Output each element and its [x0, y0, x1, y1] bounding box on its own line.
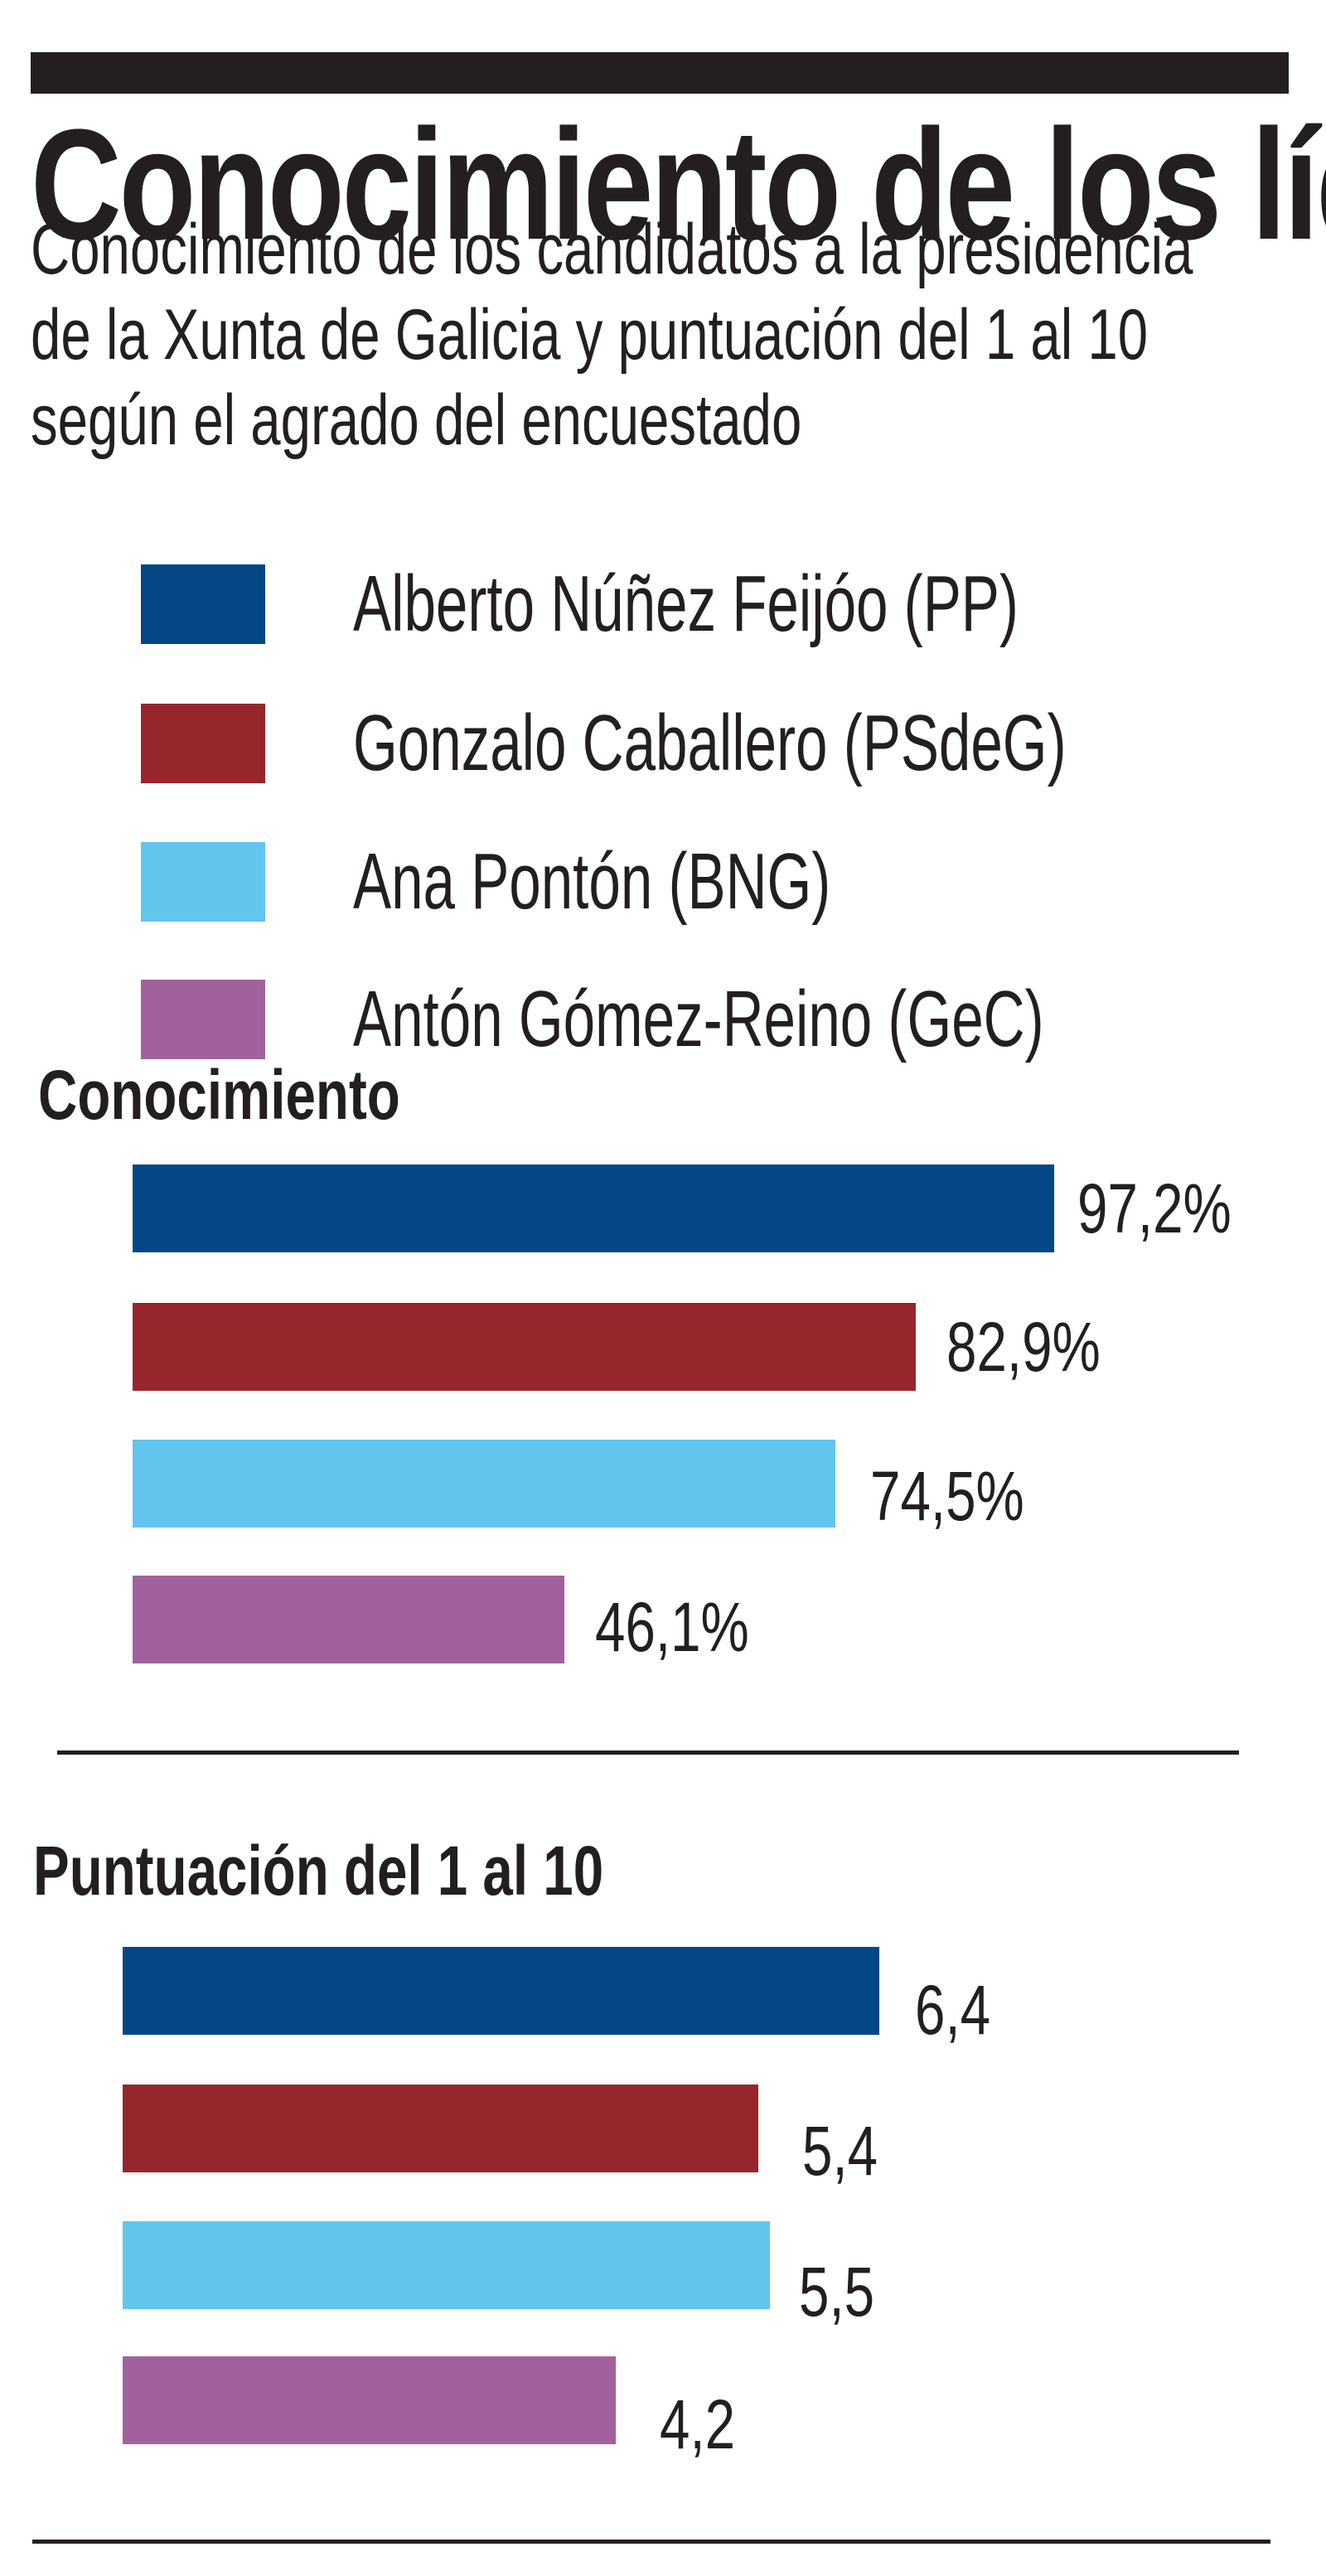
bar-knowledge-psdeg — [133, 1303, 916, 1391]
legend-label-pp: Alberto Núñez Feijóo (PP) — [353, 559, 1019, 648]
subtitle-line: según el agrado del encuestado — [31, 380, 802, 460]
subtitle-line: de la Xunta de Galicia y puntuación del … — [31, 295, 1149, 375]
legend-label-gec: Antón Gómez-Reino (GeC) — [353, 975, 1044, 1063]
chart-title-text: Conocimiento de los líderes — [31, 97, 1326, 273]
value-score-gec: 4,2 — [660, 2385, 736, 2463]
value-knowledge-gec: 46,1% — [595, 1588, 749, 1666]
bar-knowledge-pp — [133, 1165, 1054, 1252]
value-score-bng: 5,5 — [799, 2253, 875, 2331]
legend-swatch-pp — [141, 564, 265, 644]
value-score-psdeg: 5,4 — [802, 2112, 878, 2190]
section-divider — [57, 1750, 1239, 1755]
bottom-rule — [32, 2540, 1270, 2544]
bar-knowledge-bng — [133, 1440, 835, 1528]
value-score-pp: 6,4 — [915, 1971, 991, 2049]
value-knowledge-bng: 74,5% — [870, 1457, 1024, 1535]
bar-knowledge-gec — [133, 1576, 564, 1663]
bar-score-pp — [123, 1947, 879, 2035]
section-title-knowledge: Conocimiento — [38, 1056, 400, 1134]
chart-title: Conocimiento de los líderes — [31, 106, 1326, 264]
legend-swatch-psdeg — [141, 704, 265, 783]
section-title-score: Puntuación del 1 al 10 — [33, 1832, 604, 1910]
bar-score-bng — [123, 2221, 770, 2309]
subtitle-line: Conocimiento de los candidatos a la pres… — [31, 210, 1193, 289]
value-knowledge-psdeg: 82,9% — [946, 1308, 1101, 1386]
value-knowledge-pp: 97,2% — [1077, 1169, 1232, 1247]
legend-label-psdeg: Gonzalo Caballero (PSdeG) — [353, 699, 1067, 787]
legend-swatch-bng — [141, 842, 265, 922]
legend-swatch-gec — [141, 980, 265, 1059]
chart-subtitle: Conocimiento de los candidatos a la pres… — [31, 207, 1326, 463]
bar-score-psdeg — [123, 2085, 758, 2172]
legend-label-bng: Ana Pontón (BNG) — [353, 837, 831, 926]
top-rule — [31, 52, 1289, 94]
bar-score-gec — [123, 2356, 616, 2444]
